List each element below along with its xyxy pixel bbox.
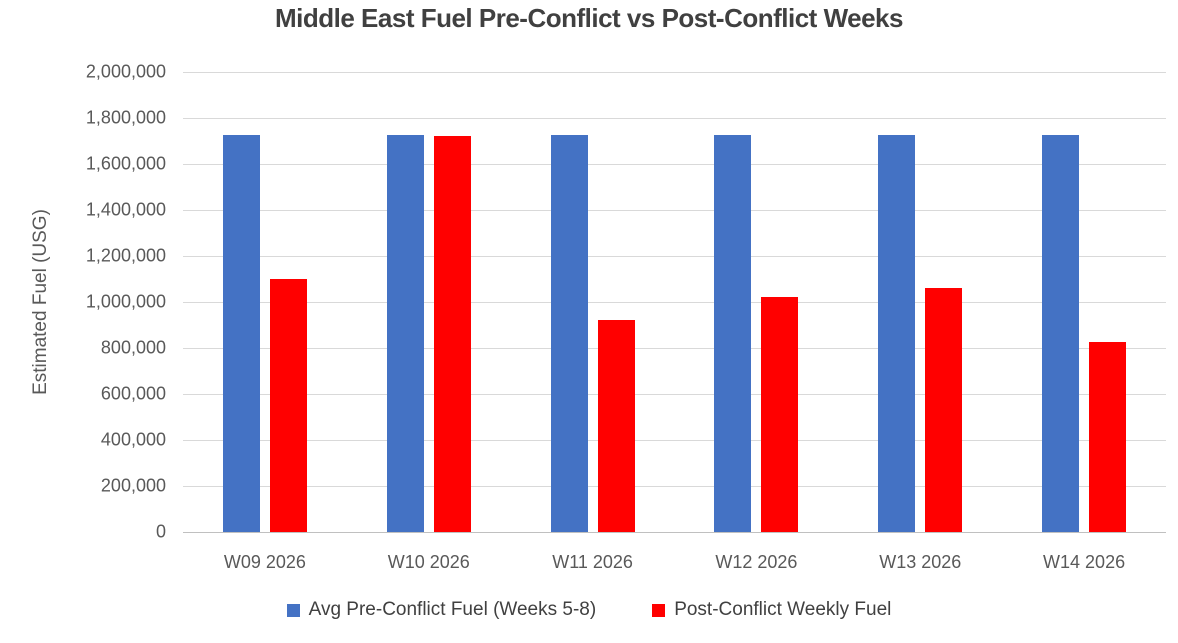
gridline bbox=[183, 256, 1166, 257]
bar-group bbox=[347, 72, 511, 532]
gridline bbox=[183, 72, 1166, 73]
bar-pre-conflict bbox=[222, 135, 260, 532]
bar-pre-conflict bbox=[386, 135, 424, 532]
x-axis-label: W11 2026 bbox=[552, 552, 633, 572]
bar-pre-conflict bbox=[1042, 135, 1080, 532]
bar-group bbox=[838, 72, 1002, 532]
y-tick-label: 1,400,000 bbox=[85, 199, 166, 220]
x-axis-label: W14 2026 bbox=[1043, 552, 1126, 572]
chart-title: Middle East Fuel Pre-Conflict vs Post-Co… bbox=[275, 3, 903, 33]
gridline bbox=[183, 118, 1166, 119]
bar-pre-conflict bbox=[878, 135, 916, 532]
x-axis-label: W12 2026 bbox=[715, 552, 798, 572]
gridline bbox=[183, 302, 1166, 303]
bar-post-conflict bbox=[269, 279, 307, 532]
legend-label: Post-Conflict Weekly Fuel bbox=[674, 599, 892, 620]
y-tick-label: 400,000 bbox=[100, 429, 166, 450]
legend: Avg Pre-Conflict Fuel (Weeks 5-8) Post-Co… bbox=[0, 599, 1178, 621]
x-axis-labels: W09 2026 W10 2026 W11 2026 W12 2026 W13 2026… bbox=[183, 552, 1166, 580]
gridline bbox=[183, 348, 1166, 349]
y-tick-label: 600,000 bbox=[100, 383, 166, 404]
gridline bbox=[183, 164, 1166, 165]
x-axis-label: W13 2026 bbox=[879, 552, 962, 572]
bar-pre-conflict bbox=[550, 135, 588, 532]
bar-post-conflict bbox=[925, 288, 963, 532]
x-axis-baseline bbox=[183, 532, 1166, 533]
y-tick-label: 1,000,000 bbox=[85, 291, 166, 312]
bar-group bbox=[675, 72, 839, 532]
y-tick-label: 200,000 bbox=[100, 475, 166, 496]
y-tick-label: 1,200,000 bbox=[85, 245, 166, 266]
x-axis-label: W09 2026 bbox=[223, 552, 306, 572]
bar-post-conflict bbox=[597, 320, 635, 532]
legend-item: Avg Pre-Conflict Fuel (Weeks 5-8) bbox=[286, 599, 597, 621]
bar-post-conflict bbox=[433, 136, 471, 532]
y-tick-label: 0 bbox=[155, 521, 166, 542]
bar-post-conflict bbox=[761, 297, 799, 532]
plot-area bbox=[183, 72, 1166, 533]
y-tick-label: 800,000 bbox=[100, 337, 166, 358]
bar-group bbox=[511, 72, 675, 532]
legend-swatch-icon bbox=[286, 603, 300, 617]
legend-item: Post-Conflict Weekly Fuel bbox=[652, 599, 891, 621]
y-tick-label: 2,000,000 bbox=[85, 61, 166, 82]
bar-post-conflict bbox=[1089, 342, 1127, 532]
y-axis-tick-labels: 0 200,000 400,000 600,000 800,000 1,000,000 1,… bbox=[0, 0, 166, 643]
gridline bbox=[183, 440, 1166, 441]
gridline bbox=[183, 210, 1166, 211]
y-tick-label: 1,600,000 bbox=[85, 153, 166, 174]
legend-swatch-icon bbox=[652, 603, 666, 617]
x-axis-label: W10 2026 bbox=[387, 552, 470, 572]
bar-pre-conflict bbox=[714, 135, 752, 532]
y-tick-label: 1,800,000 bbox=[85, 107, 166, 128]
bar-group bbox=[1002, 72, 1166, 532]
gridline bbox=[183, 486, 1166, 487]
gridline bbox=[183, 394, 1166, 395]
bar-group bbox=[183, 72, 347, 532]
legend-label: Avg Pre-Conflict Fuel (Weeks 5-8) bbox=[308, 599, 597, 620]
